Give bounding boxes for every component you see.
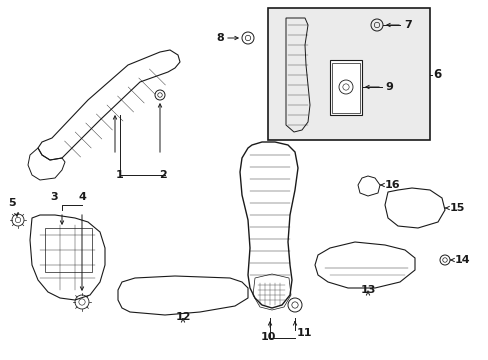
Bar xyxy=(331,63,359,113)
Text: 14: 14 xyxy=(454,255,469,265)
Text: 8: 8 xyxy=(216,33,224,43)
Text: 2: 2 xyxy=(159,170,166,180)
Text: 1: 1 xyxy=(116,170,123,180)
Text: 3: 3 xyxy=(50,192,58,202)
Bar xyxy=(329,60,361,115)
Text: 4: 4 xyxy=(78,192,86,202)
Text: 16: 16 xyxy=(384,180,400,190)
Text: 9: 9 xyxy=(384,82,392,92)
Text: 12: 12 xyxy=(175,312,190,322)
Text: 7: 7 xyxy=(403,20,411,30)
Text: 11: 11 xyxy=(296,328,312,338)
Text: 13: 13 xyxy=(360,285,375,295)
Text: 5: 5 xyxy=(8,198,16,208)
Text: 15: 15 xyxy=(449,203,465,213)
Text: 6: 6 xyxy=(432,68,440,81)
Text: 10: 10 xyxy=(260,332,275,342)
Bar xyxy=(267,8,429,140)
